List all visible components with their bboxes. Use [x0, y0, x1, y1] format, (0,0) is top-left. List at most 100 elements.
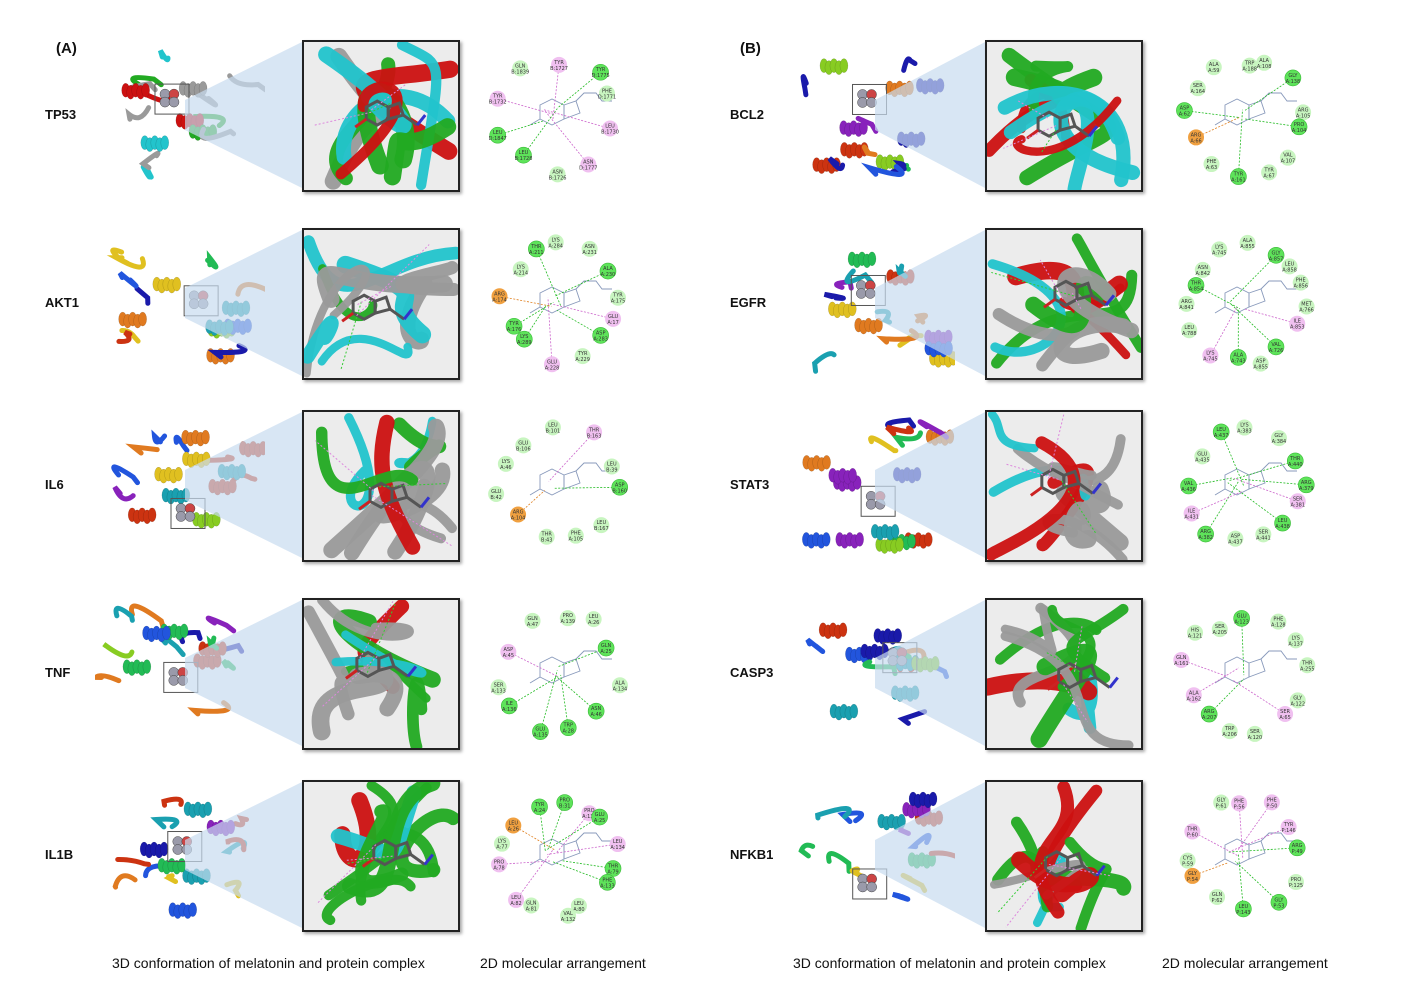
ribbon-segment — [1064, 836, 1112, 930]
helix-segment — [154, 466, 183, 484]
residue-label: LYS — [1292, 635, 1300, 641]
residue-label: LEU — [1216, 427, 1226, 433]
helix-segment — [206, 819, 236, 837]
residue-label: THR — [588, 427, 600, 433]
melatonin-ligand — [354, 99, 427, 129]
residue-label: ARG — [1204, 709, 1215, 715]
helix-segment — [139, 841, 169, 859]
residue-chain: A:133 — [600, 883, 615, 889]
residue-chain: P:54 — [1187, 877, 1198, 883]
residue-chain: B:167 — [594, 526, 609, 532]
ribbon-segment — [323, 418, 446, 559]
residue-label: SER — [494, 682, 504, 688]
strand-segment — [125, 443, 160, 456]
ribbon-segment — [1012, 96, 1122, 156]
residue-label: LYS — [520, 334, 528, 340]
residue-label: THR — [530, 244, 542, 250]
residue-label: LYS — [1215, 244, 1223, 250]
helix-segment — [208, 478, 237, 496]
strand-segment — [113, 605, 135, 623]
binding-site-zoom — [985, 598, 1143, 750]
strand-segment — [138, 150, 161, 171]
residue-label: PHE — [1267, 797, 1277, 803]
residue-chain: A:255 — [1300, 666, 1315, 672]
residue-chain: A:46 — [500, 465, 511, 471]
residue-chain: B:1728 — [515, 156, 533, 162]
residue-chain: A:858 — [1282, 267, 1297, 273]
residue-chain: P:59 — [1182, 862, 1193, 868]
residue-chain: A:436 — [1181, 487, 1196, 493]
strand-segment — [913, 312, 929, 325]
residue-chain: A:176 — [507, 327, 522, 333]
residue-chain: A:59 — [1208, 68, 1219, 74]
helix-segment — [122, 659, 152, 676]
residue-chain: B:1732 — [489, 100, 507, 106]
helix-segment — [127, 507, 157, 525]
strand-segment — [95, 673, 122, 684]
residue-label: MET — [1301, 302, 1312, 308]
residue-label: PRO — [1294, 122, 1304, 128]
gene-label: BCL2 — [730, 107, 764, 122]
strand-segment — [115, 856, 152, 867]
residue-label: GLY — [1217, 798, 1227, 804]
helix-segment — [911, 656, 940, 673]
gene-label: IL6 — [45, 477, 64, 492]
helix-segment — [121, 82, 150, 100]
helix-segment — [847, 251, 877, 269]
ribbon-segment — [383, 118, 457, 186]
ribbon-segment — [1003, 95, 1095, 190]
melatonin-ligand — [1029, 467, 1103, 497]
residue-label: LEU — [1285, 261, 1295, 267]
helix-segment — [152, 276, 182, 294]
residue-chain: A:17 — [607, 320, 618, 326]
residue-chain: A:120 — [1248, 735, 1263, 741]
residue-label: GLY — [1293, 695, 1303, 701]
residue-chain: A:138 — [1286, 79, 1301, 85]
binding-site-zoom — [985, 410, 1143, 562]
strand-segment — [876, 328, 920, 345]
strand-segment — [205, 250, 219, 270]
melatonin-ligand — [345, 650, 418, 680]
binding-site-zoom — [985, 40, 1143, 192]
residue-label: LYS — [498, 839, 506, 845]
residue-label: PHE — [571, 531, 581, 537]
panel-b: (B) 3D conformation of melatonin and pro… — [700, 0, 1402, 991]
residue-label: LEU — [589, 614, 599, 620]
residue-label: ALA — [1233, 352, 1243, 358]
residue-chain: A:26 — [588, 620, 599, 626]
residue-label: TYR — [553, 60, 564, 66]
residue-chain: A:855 — [1253, 365, 1268, 371]
residue-chain: A:78 — [493, 865, 504, 871]
melatonin-ligand — [358, 481, 431, 511]
complex-row-tnf: TNF PRO A:139 LEU A:26 GLN A:25 ALA A:134 ASN A:46… — [0, 598, 700, 750]
residue-label: ILE — [1188, 508, 1195, 514]
binding-site-zoom — [302, 598, 460, 750]
interaction-diagram-2d: LEU B:101 THR B:163 LEU B:39 ASP B:160 LEU B:167 P… — [470, 410, 660, 560]
helix-segment — [802, 532, 831, 549]
strand-segment — [901, 56, 918, 73]
residue-chain: B:1726 — [549, 175, 567, 181]
residue-label: ASP — [1180, 106, 1190, 112]
residue-chain: A:45 — [503, 653, 514, 659]
